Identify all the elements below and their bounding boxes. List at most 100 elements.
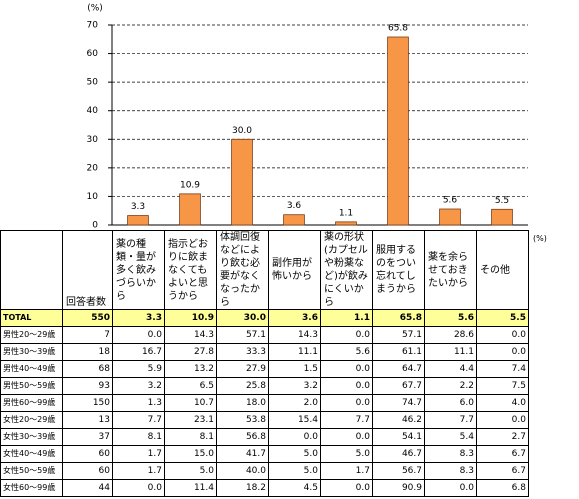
table-cell: 6.8 bbox=[476, 479, 529, 497]
table-cell: 3.2 bbox=[112, 377, 165, 395]
table-cell: 56.7 bbox=[372, 462, 425, 480]
table-cell: 16.7 bbox=[112, 343, 165, 361]
table-cell: 8.3 bbox=[424, 462, 477, 480]
table-cell: 3.3 bbox=[112, 309, 165, 327]
row-label: 女性40～49歳 bbox=[0, 445, 63, 463]
table-row: 男性40～49歳 68 5.9 13.2 27.9 1.5 0.0 64.7 4.4 7.4 bbox=[0, 360, 529, 378]
y-tick-label: 30 bbox=[87, 135, 99, 145]
table-cell: 67.7 bbox=[372, 377, 425, 395]
table-cell: 11.4 bbox=[164, 479, 217, 497]
bar bbox=[335, 221, 357, 226]
table-cell: 60 bbox=[62, 445, 113, 463]
y-tick-label: 10 bbox=[87, 192, 99, 202]
data-table: 回答者数 薬の種類・量が多く飲みづらいから 指示どおりに飲まなくてもよいと思うから体… bbox=[0, 230, 529, 497]
table-cell: 33.3 bbox=[216, 343, 269, 361]
table-cell: 7.5 bbox=[476, 377, 529, 395]
column-header: 薬の形状(カプセルや粉薬など)が飲みにくいから bbox=[320, 230, 373, 310]
y-tick-label: 0 bbox=[92, 221, 98, 231]
y-axis-label: (%) bbox=[87, 4, 103, 14]
table-cell: 8.3 bbox=[424, 445, 477, 463]
table-row: 男性60～99歳 150 1.3 10.7 18.0 2.0 0.0 74.7 6.0 4.0 bbox=[0, 394, 529, 412]
table-cell: 5.6 bbox=[320, 343, 373, 361]
row-label: 男性40～49歳 bbox=[0, 360, 63, 378]
table-cell: 6.7 bbox=[476, 462, 529, 480]
y-tick-label: 60 bbox=[87, 49, 99, 59]
table-cell: 68 bbox=[62, 360, 113, 378]
table-cell: 0.0 bbox=[476, 411, 529, 429]
table-cell: 65.8 bbox=[372, 309, 425, 327]
column-header: その他 bbox=[476, 230, 529, 310]
table-cell: 8.1 bbox=[112, 428, 165, 446]
value-label: 1.1 bbox=[339, 208, 353, 218]
table-cell: 4.5 bbox=[268, 479, 321, 497]
table-cell: 6.7 bbox=[476, 445, 529, 463]
bar bbox=[231, 138, 253, 226]
table-cell: 10.9 bbox=[164, 309, 217, 327]
row-label: 男性60～99歳 bbox=[0, 394, 63, 412]
table-cell: 90.9 bbox=[372, 479, 425, 497]
column-header: 薬を余らせておきたいから bbox=[424, 230, 477, 310]
table-cell: 13.2 bbox=[164, 360, 217, 378]
table-cell: 5.0 bbox=[164, 462, 217, 480]
value-label: 3.6 bbox=[287, 201, 302, 211]
table-cell: 5.0 bbox=[268, 445, 321, 463]
table-cell: 5.6 bbox=[424, 309, 477, 327]
value-label: 5.5 bbox=[495, 196, 509, 206]
column-header: 指示どおりに飲まなくてもよいと思うから bbox=[164, 230, 217, 310]
table-row: 女性30～39歳 37 8.1 8.1 56.8 0.0 0.0 54.1 5.4 2.7 bbox=[0, 428, 529, 446]
table-cell: 6.0 bbox=[424, 394, 477, 412]
table-cell: 60 bbox=[62, 462, 113, 480]
table-cell: 41.7 bbox=[216, 445, 269, 463]
table-cell: 27.9 bbox=[216, 360, 269, 378]
value-label: 3.3 bbox=[131, 202, 145, 212]
bar bbox=[491, 208, 513, 226]
table-cell: 0.0 bbox=[320, 360, 373, 378]
table-cell: 56.8 bbox=[216, 428, 269, 446]
table-cell: 93 bbox=[62, 377, 113, 395]
column-header: 副作用が怖いから bbox=[268, 230, 321, 310]
table-cell: 53.8 bbox=[216, 411, 269, 429]
column-header: 回答者数 bbox=[62, 230, 113, 310]
table-cell: 7.7 bbox=[112, 411, 165, 429]
table-row: 女性20～29歳 13 7.7 23.1 53.8 15.4 7.7 46.2 7.7 0.0 bbox=[0, 411, 529, 429]
table-cell: 14.3 bbox=[268, 326, 321, 344]
table-cell: 3.6 bbox=[268, 309, 321, 327]
bar bbox=[387, 36, 409, 226]
y-tick-label: 20 bbox=[87, 163, 99, 173]
y-tick-label: 40 bbox=[87, 106, 99, 116]
table-cell: 0.0 bbox=[320, 326, 373, 344]
table-cell: 46.7 bbox=[372, 445, 425, 463]
table-cell: 2.7 bbox=[476, 428, 529, 446]
table-cell: 30.0 bbox=[216, 309, 269, 327]
table-cell: 2.2 bbox=[424, 377, 477, 395]
table-cell: 4.4 bbox=[424, 360, 477, 378]
table-cell: 5.0 bbox=[268, 462, 321, 480]
y-tick-label: 50 bbox=[87, 78, 99, 88]
column-header: 薬の種類・量が多く飲みづらいから bbox=[112, 230, 165, 310]
table-cell: 18 bbox=[62, 343, 113, 361]
table-cell: 15.4 bbox=[268, 411, 321, 429]
table-cell: 57.1 bbox=[216, 326, 269, 344]
value-label: 65.8 bbox=[388, 24, 408, 34]
bar bbox=[283, 214, 305, 226]
table-cell: 1.7 bbox=[320, 462, 373, 480]
table-cell: 25.8 bbox=[216, 377, 269, 395]
row-label: 女性30～39歳 bbox=[0, 428, 63, 446]
table-cell: 57.1 bbox=[372, 326, 425, 344]
table-cell: 40.0 bbox=[216, 462, 269, 480]
y-tick-label: 70 bbox=[87, 21, 99, 31]
bar bbox=[127, 215, 149, 226]
table-cell: 28.6 bbox=[424, 326, 477, 344]
bar bbox=[439, 208, 461, 226]
table-cell: 0.0 bbox=[112, 479, 165, 497]
table-cell: 46.2 bbox=[372, 411, 425, 429]
row-label: 男性50～59歳 bbox=[0, 377, 63, 395]
table-row: TOTAL 550 3.3 10.9 30.0 3.6 1.1 65.8 5.6 5.5 bbox=[0, 309, 529, 327]
table-cell: 5.4 bbox=[424, 428, 477, 446]
table-cell: 13 bbox=[62, 411, 113, 429]
table-cell: 11.1 bbox=[424, 343, 477, 361]
table-cell: 54.1 bbox=[372, 428, 425, 446]
table-cell: 27.8 bbox=[164, 343, 217, 361]
table-cell: 1.5 bbox=[268, 360, 321, 378]
